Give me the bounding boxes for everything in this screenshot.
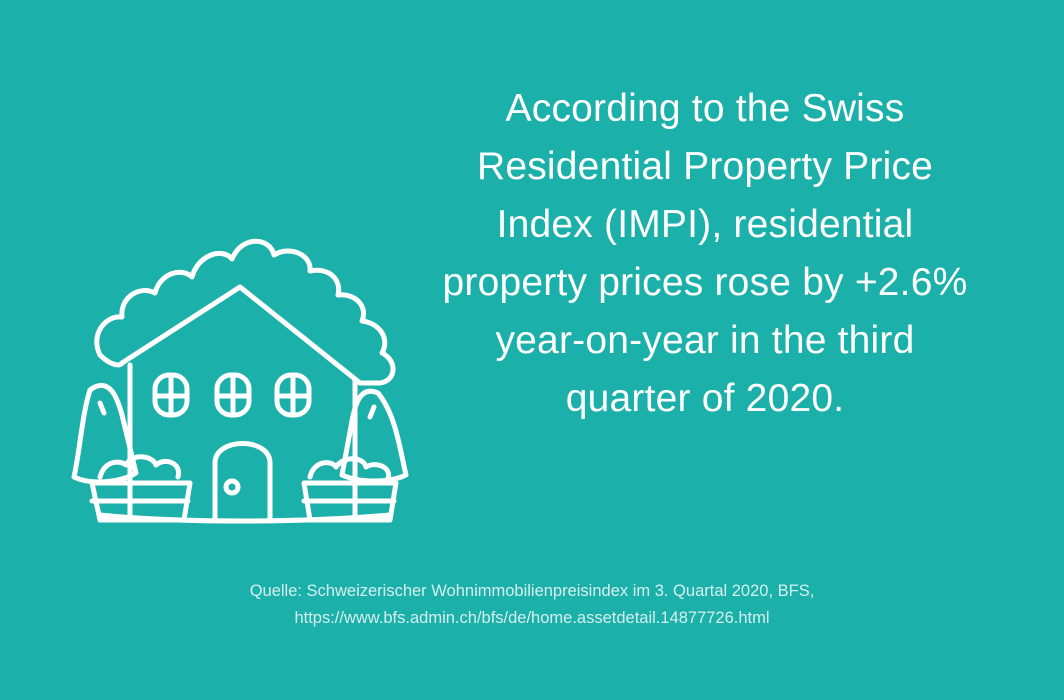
headline-line: Residential Property Price [476, 145, 934, 188]
headline-line: quarter of 2020. [565, 377, 845, 420]
headline-line: property prices rose by +2.6% [442, 261, 968, 304]
source-line-1: Quelle: Schweizerischer Wohnimmobilienpr… [249, 582, 815, 600]
house-illustration [60, 215, 420, 545]
headline-line: Index (IMPI), residential [496, 203, 914, 246]
source-citation: Quelle: Schweizerischer Wohnimmobilienpr… [100, 578, 964, 632]
house-icon [71, 238, 409, 524]
headline-text: According to the Swiss Residential Prope… [410, 80, 1000, 428]
headline-line: According to the Swiss [505, 87, 905, 130]
source-line-2: https://www.bfs.admin.ch/bfs/de/home.ass… [294, 609, 770, 627]
headline-line: year-on-year in the third [495, 319, 915, 362]
